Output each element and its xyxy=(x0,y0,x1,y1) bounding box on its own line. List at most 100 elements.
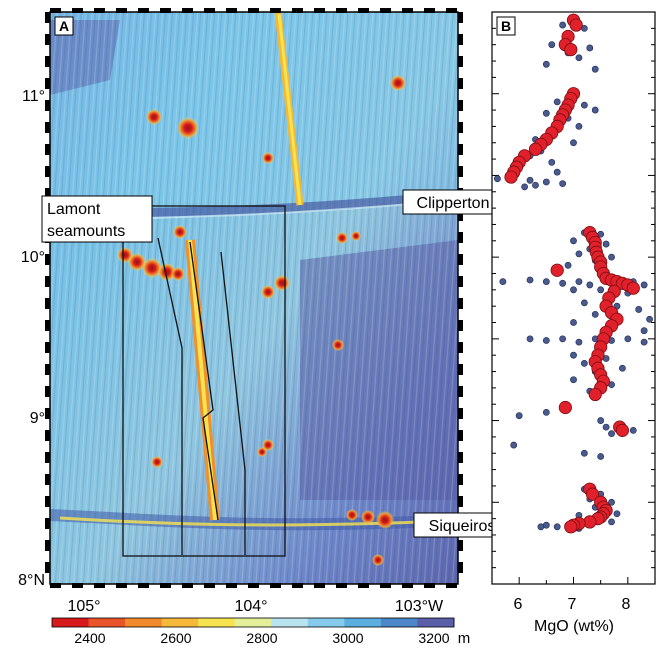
data-point-red xyxy=(583,515,597,529)
frame-dash xyxy=(458,540,463,551)
data-point-blue xyxy=(597,286,605,294)
frame-dash xyxy=(458,34,463,45)
panel-a-label: A xyxy=(59,18,69,34)
frame-dash xyxy=(160,8,171,13)
x-tick-6: 6 xyxy=(514,596,523,613)
lon-tick-103: 103°W xyxy=(395,598,444,615)
data-point-blue xyxy=(619,364,626,372)
data-point-blue xyxy=(542,278,550,286)
data-point-blue xyxy=(494,175,501,183)
lamont-callout-box xyxy=(41,195,153,243)
seamount xyxy=(177,117,199,139)
seamount xyxy=(346,509,358,521)
colorbar-segment xyxy=(417,618,455,627)
colorbar-tick-3000: 3000 xyxy=(332,630,363,646)
frame-dash xyxy=(50,8,61,13)
frame-dash xyxy=(204,8,215,13)
data-point-red xyxy=(585,487,600,501)
frame-dash xyxy=(45,122,50,133)
data-point-blue xyxy=(586,281,594,289)
data-point-blue xyxy=(602,423,610,431)
frame-dash xyxy=(45,100,50,111)
data-point-blue xyxy=(608,518,615,526)
frame-dash xyxy=(45,430,50,441)
data-point-blue xyxy=(542,408,550,416)
data-point-blue xyxy=(640,338,648,346)
lat-tick-11: 11° xyxy=(22,88,45,105)
data-point-blue xyxy=(515,412,523,420)
frame-dash xyxy=(270,8,281,13)
data-point-blue xyxy=(553,523,561,531)
panel-b-plot: B 6 7 8 MgO (wt%) xyxy=(491,11,656,635)
frame-dash xyxy=(458,364,463,375)
colorbar-unit: m xyxy=(458,630,471,647)
data-point-blue xyxy=(580,101,588,109)
data-point-blue xyxy=(553,98,561,106)
frame-dash xyxy=(358,583,369,588)
data-point-blue xyxy=(613,510,621,518)
frame-dash xyxy=(72,8,83,13)
panel-a-label-box xyxy=(54,16,74,36)
survey-line-west xyxy=(157,237,183,555)
x-tick-8: 8 xyxy=(622,596,631,613)
frame-dash xyxy=(45,78,50,89)
colorbar-segment xyxy=(271,618,309,627)
seamount xyxy=(390,75,406,91)
data-point-blue xyxy=(532,181,539,189)
data-point-blue xyxy=(526,176,534,184)
frame-dash xyxy=(45,386,50,397)
frame-dash xyxy=(424,8,435,13)
data-point-blue xyxy=(635,306,643,313)
data-point-blue xyxy=(499,278,507,286)
data-point-blue xyxy=(602,240,610,248)
seamount xyxy=(257,447,267,457)
frame-dash xyxy=(458,232,463,243)
frame-dash xyxy=(458,100,463,111)
data-point-blue xyxy=(575,123,583,130)
frame-dash xyxy=(45,562,50,573)
seamount xyxy=(128,253,146,271)
frame-dash xyxy=(458,496,463,507)
data-point-blue xyxy=(548,158,556,166)
panel-a-map: A Lamont seamounts Clipperton Siqueiros … xyxy=(18,8,511,647)
data-point-blue xyxy=(559,279,567,287)
seamount xyxy=(171,267,185,281)
frame-dash xyxy=(458,56,463,67)
colorbar-segment xyxy=(234,618,272,627)
seamount xyxy=(173,225,187,239)
colorbar-segment xyxy=(307,618,345,627)
data-point-blue xyxy=(537,523,545,531)
frame-dash xyxy=(45,56,50,67)
data-point-blue xyxy=(597,453,605,460)
frame-dash xyxy=(380,8,391,13)
data-point-blue xyxy=(521,183,528,191)
frame-dash xyxy=(458,12,463,23)
frame-dash xyxy=(458,298,463,309)
frame-dash xyxy=(292,8,303,13)
data-point-blue xyxy=(559,335,567,343)
frame-dash xyxy=(45,408,50,419)
frame-dash xyxy=(292,583,303,588)
data-point-blue xyxy=(570,376,577,384)
data-point-red xyxy=(528,142,543,156)
frame-dash xyxy=(116,583,127,588)
data-point-red xyxy=(504,170,518,184)
colorbar-segment xyxy=(344,618,382,627)
siqueiros-highlight xyxy=(59,516,421,527)
frame-dash xyxy=(45,474,50,485)
data-point-blue xyxy=(580,299,588,307)
colorbar-segment xyxy=(380,618,418,627)
frame-dash xyxy=(402,583,413,588)
frame-dash xyxy=(50,583,61,588)
frame-dash xyxy=(94,8,105,13)
frame-dash xyxy=(182,583,193,588)
data-point-blue xyxy=(580,449,588,457)
data-point-red xyxy=(564,520,578,534)
siqueiros-callout: Siqueiros xyxy=(429,518,496,535)
panel-b-label: B xyxy=(501,18,511,34)
frame-dash xyxy=(45,518,50,529)
frame-dash xyxy=(458,562,463,573)
frame-dash xyxy=(116,8,127,13)
plot-y-ticks xyxy=(492,11,655,585)
